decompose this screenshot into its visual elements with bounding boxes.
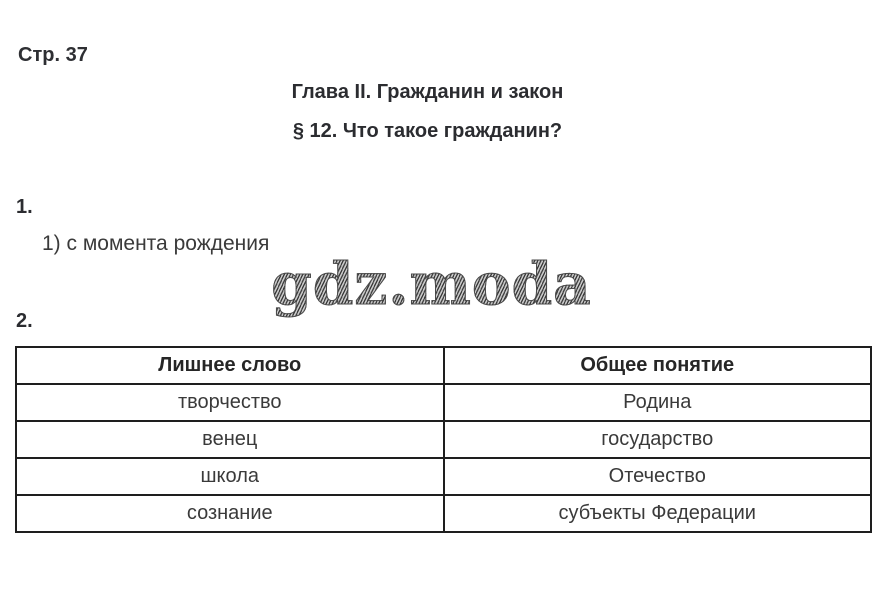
table-row: творчество Родина [15, 383, 872, 422]
column-header-extra-word: Лишнее слово [15, 346, 445, 385]
cell-extra-word: школа [15, 457, 445, 496]
table-row: сознание субъекты Федерации [15, 494, 872, 533]
task-2-table: Лишнее слово Общее понятие творчество Ро… [15, 346, 872, 533]
task-1-answer: 1) с момента рождения [42, 232, 270, 255]
watermark-gdz-moda: gdz.moda [0, 252, 863, 317]
cell-extra-word: венец [15, 420, 445, 459]
task-1-number: 1. [16, 196, 33, 218]
column-header-general-concept: Общее понятие [442, 346, 872, 385]
table-row: школа Отечество [15, 457, 872, 496]
cell-extra-word: сознание [15, 494, 445, 533]
table-row: венец государство [15, 420, 872, 459]
chapter-title: Глава II. Гражданин и закон [291, 81, 564, 103]
cell-general-concept: Отечество [442, 457, 872, 496]
page-number-label: Стр. 37 [18, 44, 88, 66]
table-header-row: Лишнее слово Общее понятие [15, 346, 872, 385]
cell-general-concept: субъекты Федерации [442, 494, 872, 533]
cell-general-concept: Родина [442, 383, 872, 422]
cell-general-concept: государство [442, 420, 872, 459]
section-title: § 12. Что такое гражданин? [292, 120, 563, 142]
cell-extra-word: творчество [15, 383, 445, 422]
task-2-number: 2. [16, 310, 33, 332]
